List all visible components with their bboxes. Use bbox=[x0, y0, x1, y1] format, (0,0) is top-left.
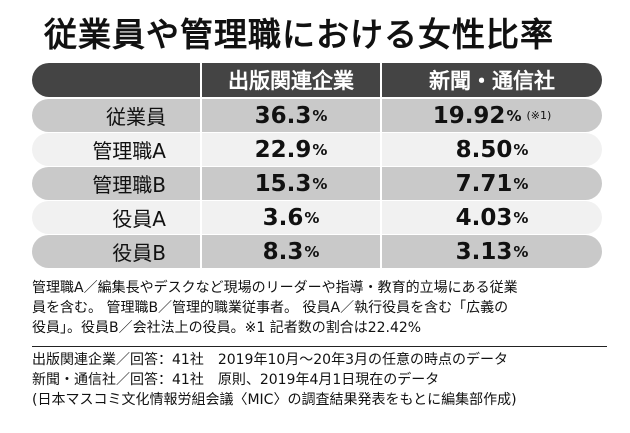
newspaper-cell: 7.71% bbox=[380, 167, 602, 200]
value-label: 3.6 bbox=[262, 204, 304, 231]
publishing-cell: 22.9% bbox=[200, 133, 380, 166]
value-label: 19.92 bbox=[432, 102, 506, 129]
value-label: 7.71 bbox=[455, 170, 513, 197]
source-line: (日本マスコミ文化情報労組会議〈MIC〉の調査結果発表をもとに編集部作成) bbox=[32, 392, 517, 408]
table-header-row: 出版関連企業 新聞・通信社 bbox=[32, 63, 602, 97]
newspaper-cell: 4.03% bbox=[380, 201, 602, 234]
value-label: 4.03 bbox=[455, 204, 513, 231]
publishing-cell: 8.3% bbox=[200, 235, 380, 268]
source-line: 新聞・通信社／回答：41社 原則、2019年4月1日現在のデータ bbox=[32, 372, 440, 388]
unit-label: % bbox=[312, 140, 328, 159]
footnote-line: 役員」。役員B／会社法上の役員。※1 記者数の割合は22.42% bbox=[32, 320, 422, 336]
table-row: 管理職B 15.3% 7.71% bbox=[32, 167, 602, 200]
unit-label: % bbox=[513, 174, 529, 193]
divider bbox=[32, 346, 607, 347]
value-label: 36.3 bbox=[254, 102, 312, 129]
newspaper-cell: 3.13% bbox=[380, 235, 602, 268]
publishing-cell: 15.3% bbox=[200, 167, 380, 200]
note-label: (※1) bbox=[526, 109, 552, 122]
row-label: 管理職B bbox=[92, 173, 166, 197]
value-label: 8.3 bbox=[262, 238, 304, 265]
table-row: 従業員 36.3% 19.92% (※1) bbox=[32, 99, 602, 132]
column-header-publishing: 出版関連企業 bbox=[200, 63, 380, 97]
unit-label: % bbox=[513, 140, 529, 159]
publishing-cell: 36.3% bbox=[200, 99, 380, 132]
row-label: 役員A bbox=[112, 207, 166, 231]
unit-label: % bbox=[506, 106, 522, 125]
table-row: 役員B 8.3% 3.13% bbox=[32, 235, 602, 268]
footnote-line: 管理職A／編集長やデスクなど現場のリーダーや指導・教育的立場にある従業 bbox=[32, 280, 518, 296]
row-label: 管理職A bbox=[92, 139, 166, 163]
ratio-table: 出版関連企業 新聞・通信社 従業員 36.3% 19.92% (※1) 管理職A 22.9… bbox=[32, 63, 602, 269]
unit-label: % bbox=[312, 106, 328, 125]
value-label: 3.13 bbox=[455, 238, 513, 265]
publishing-cell: 3.6% bbox=[200, 201, 380, 234]
value-label: 15.3 bbox=[254, 170, 312, 197]
newspaper-cell: 19.92% (※1) bbox=[380, 99, 602, 132]
footnote: 管理職A／編集長やデスクなど現場のリーダーや指導・教育的立場にある従業 員を含む… bbox=[32, 278, 607, 338]
table-row: 役員A 3.6% 4.03% bbox=[32, 201, 602, 234]
table-row: 管理職A 22.9% 8.50% bbox=[32, 133, 602, 166]
value-label: 8.50 bbox=[455, 136, 513, 163]
unit-label: % bbox=[304, 208, 320, 227]
row-label: 役員B bbox=[112, 241, 166, 265]
chart-title: 従業員や管理職における女性比率 bbox=[44, 15, 554, 54]
value-label: 22.9 bbox=[254, 136, 312, 163]
footnote-line: 員を含む。 管理職B／管理的職業従事者。 役員A／執行役員を含む「広義の bbox=[32, 300, 509, 316]
row-label: 従業員 bbox=[106, 105, 166, 129]
unit-label: % bbox=[304, 242, 320, 261]
newspaper-cell: 8.50% bbox=[380, 133, 602, 166]
source-line: 出版関連企業／回答：41社 2019年10月〜20年3月の任意の時点のデータ bbox=[32, 352, 508, 368]
table-body: 従業員 36.3% 19.92% (※1) 管理職A 22.9% 8.50% 管理職B 15.3… bbox=[32, 99, 602, 268]
unit-label: % bbox=[513, 208, 529, 227]
source-note: 出版関連企業／回答：41社 2019年10月〜20年3月の任意の時点のデータ 新… bbox=[32, 350, 607, 410]
unit-label: % bbox=[312, 174, 328, 193]
column-header-newspaper: 新聞・通信社 bbox=[380, 63, 602, 97]
unit-label: % bbox=[513, 242, 529, 261]
